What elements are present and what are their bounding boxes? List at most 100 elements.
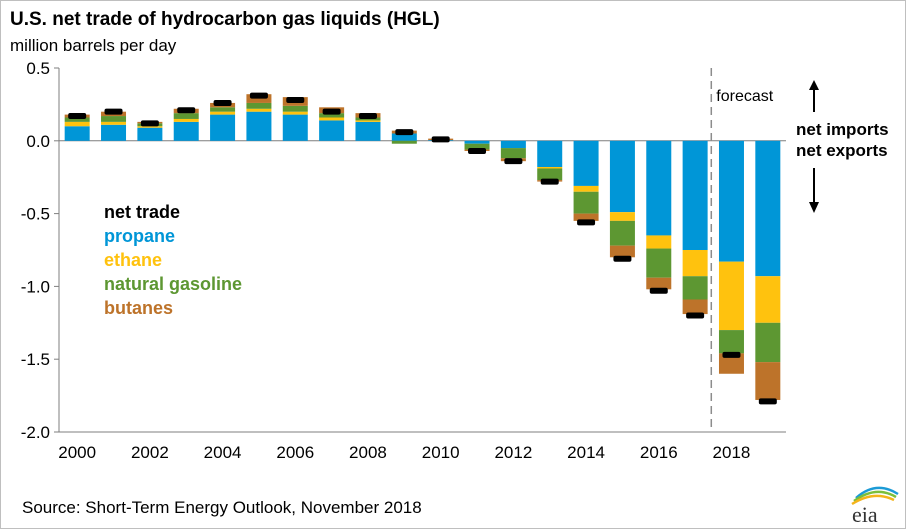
bar-ethane-2019: [755, 276, 781, 323]
net-trade-marker-2015: [613, 255, 632, 262]
chart-title: U.S. net trade of hydrocarbon gas liquid…: [10, 9, 440, 30]
x-tick-label: 2018: [713, 443, 751, 462]
bar-propane-2017: [682, 140, 708, 250]
bar-propane-2004: [210, 114, 236, 141]
bar-ethane-2001: [101, 121, 127, 125]
bar-ethane-2004: [210, 111, 236, 115]
bar-natural-gasoline-2011: [464, 143, 490, 150]
net-trade-marker-2009: [395, 129, 414, 136]
bar-natural-gasoline-2012: [500, 148, 526, 159]
bar-ethane-2002: [137, 126, 163, 128]
bar-propane-2001: [101, 124, 127, 141]
bar-natural-gasoline-2014: [573, 191, 599, 214]
bar-propane-2016: [646, 140, 672, 236]
net-trade-marker-2014: [577, 219, 596, 226]
bar-propane-2006: [282, 114, 308, 141]
x-tick-label: 2012: [494, 443, 532, 462]
bar-propane-2009: [391, 133, 417, 141]
bar-butanes-2019: [755, 362, 781, 400]
bar-propane-2002: [137, 127, 163, 141]
net-trade-marker-2002: [140, 120, 159, 127]
legend-ethane: ethane: [104, 250, 163, 270]
y-tick-label: -2.0: [21, 423, 50, 442]
bar-natural-gasoline-2017: [682, 276, 708, 300]
bar-natural-gasoline-2004: [210, 107, 236, 112]
legend-net-trade: net trade: [104, 202, 181, 222]
x-tick-label: 2010: [422, 443, 460, 462]
legend-butanes: butanes: [104, 298, 174, 318]
bar-butanes-2016: [646, 277, 672, 290]
bar-natural-gasoline-2015: [609, 220, 635, 246]
legend-propane: propane: [104, 226, 176, 246]
bar-natural-gasoline-2013: [537, 168, 563, 181]
bar-ethane-2017: [682, 250, 708, 277]
bar-propane-2012: [500, 140, 526, 149]
net-trade-marker-2011: [468, 147, 487, 154]
x-tick-label: 2014: [567, 443, 605, 462]
bar-propane-2007: [319, 120, 345, 141]
bar-butanes-2015: [609, 245, 635, 258]
bar-natural-gasoline-2007: [319, 113, 345, 118]
bar-natural-gasoline-2000: [64, 117, 90, 122]
net-trade-marker-2007: [322, 108, 341, 115]
bar-ethane-2018: [718, 261, 744, 331]
bar-ethane-2008: [355, 120, 381, 122]
forecast-label: forecast: [716, 88, 773, 105]
source-note: Source: Short-Term Energy Outlook, Novem…: [22, 498, 422, 517]
bar-propane-2003: [173, 121, 199, 141]
net-trade-marker-2000: [68, 113, 87, 120]
x-tick-label: 2008: [349, 443, 387, 462]
y-tick-label: -1.5: [21, 350, 50, 369]
legend-natural-gasoline: natural gasoline: [104, 274, 243, 294]
y-tick-label: 0.5: [26, 59, 50, 78]
net-exports-label: net exports: [796, 141, 888, 160]
net-trade-marker-2019: [758, 398, 777, 405]
eia-logo: eia: [851, 486, 899, 524]
bar-natural-gasoline-2018: [718, 330, 744, 354]
net-trade-marker-2018: [722, 351, 741, 358]
down-arrow-head: [809, 202, 819, 213]
bar-ethane-2014: [573, 185, 599, 192]
bar-natural-gasoline-2009: [391, 140, 417, 144]
x-tick-label: 2004: [204, 443, 242, 462]
net-trade-marker-2005: [249, 92, 268, 99]
bar-natural-gasoline-2005: [246, 102, 272, 109]
bar-ethane-2000: [64, 121, 90, 127]
y-tick-label: 0.0: [26, 132, 50, 151]
y-tick-label: -0.5: [21, 205, 50, 224]
bar-butanes-2014: [573, 213, 599, 221]
svg-text:eia: eia: [852, 502, 878, 524]
bar-natural-gasoline-2001: [101, 116, 127, 122]
bar-natural-gasoline-2016: [646, 248, 672, 278]
net-trade-marker-2010: [431, 136, 450, 143]
net-trade-marker-2017: [686, 312, 705, 319]
bar-propane-2008: [355, 121, 381, 141]
net-trade-marker-2006: [286, 97, 305, 104]
x-tick-label: 2002: [131, 443, 169, 462]
bar-natural-gasoline-2019: [755, 322, 781, 363]
bar-propane-2014: [573, 140, 599, 186]
bar-ethane-2003: [173, 118, 199, 122]
y-axis-unit-label: million barrels per day: [10, 36, 177, 55]
bar-ethane-2013: [537, 167, 563, 169]
net-trade-marker-2012: [504, 158, 523, 165]
bar-butanes-2018: [718, 353, 744, 374]
net-trade-marker-2016: [649, 287, 668, 294]
x-tick-label: 2000: [58, 443, 96, 462]
bar-natural-gasoline-2006: [282, 105, 308, 112]
x-tick-label: 2016: [640, 443, 678, 462]
bar-propane-2013: [537, 140, 563, 168]
bar-propane-2011: [464, 140, 490, 144]
y-tick-label: -1.0: [21, 277, 50, 296]
bar-propane-2015: [609, 140, 635, 213]
up-arrow-head: [809, 80, 819, 90]
bar-propane-2000: [64, 126, 90, 141]
bar-propane-2005: [246, 111, 272, 141]
net-trade-marker-2013: [540, 178, 559, 185]
bar-ethane-2006: [282, 111, 308, 115]
x-tick-label: 2006: [276, 443, 314, 462]
bar-ethane-2005: [246, 108, 272, 112]
net-imports-label: net imports: [796, 120, 889, 139]
net-trade-marker-2004: [213, 99, 232, 106]
